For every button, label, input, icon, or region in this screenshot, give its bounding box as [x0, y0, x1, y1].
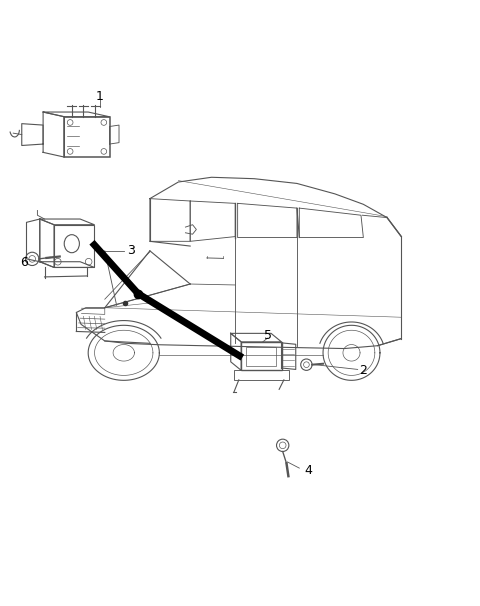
Text: 5: 5 — [264, 329, 272, 342]
Text: 4: 4 — [305, 464, 313, 476]
Text: 1: 1 — [96, 90, 104, 102]
Bar — [246, 347, 276, 365]
Bar — [234, 370, 288, 380]
Text: 6: 6 — [20, 256, 28, 269]
Bar — [64, 117, 109, 157]
Bar — [54, 225, 95, 267]
Text: 2: 2 — [360, 364, 367, 377]
Bar — [241, 342, 281, 370]
Text: 3: 3 — [127, 244, 135, 258]
